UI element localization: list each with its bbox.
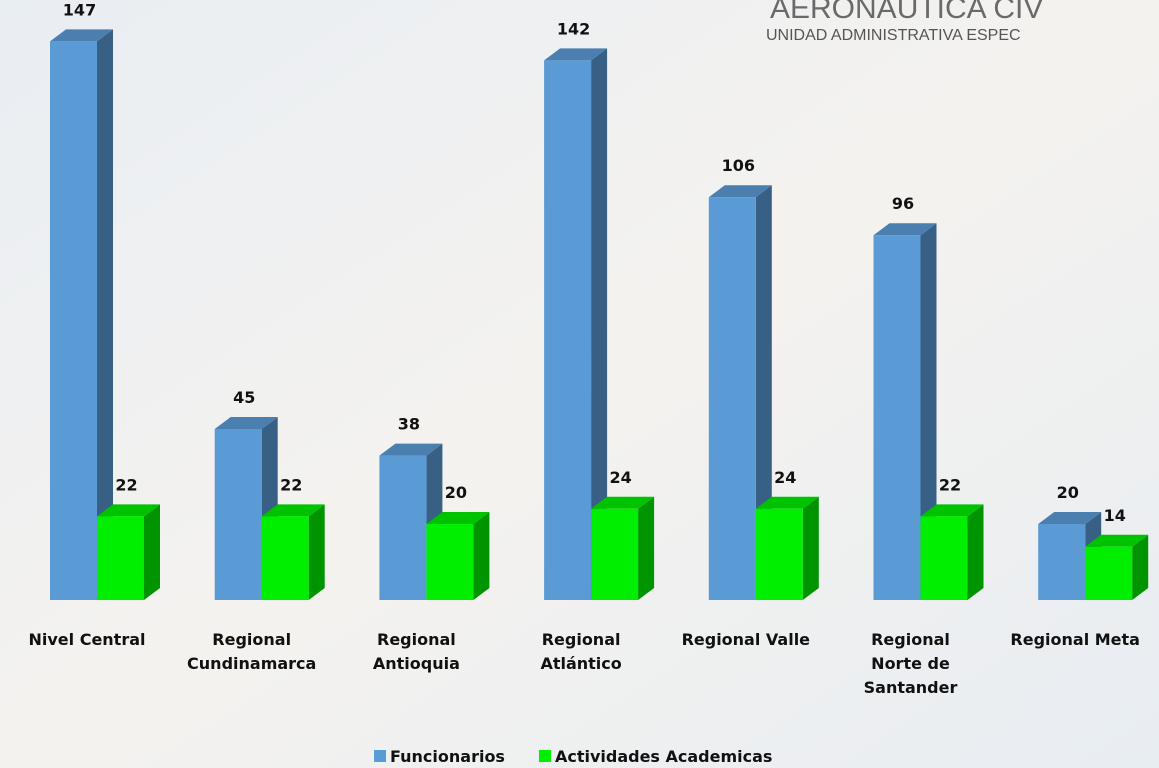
bar [261,504,325,600]
data-label: 147 [63,0,96,19]
bar-face [97,504,160,517]
bar [50,29,113,600]
bar [97,504,160,600]
bar-face [920,223,937,600]
data-label: 24 [609,468,631,487]
legend-label: Funcionarios [390,747,505,766]
x-tick-label: Regional Valle [682,630,811,649]
bar-face [591,508,639,600]
bar-face [755,508,803,600]
bar-face [50,29,113,42]
bar-face [1132,534,1149,600]
bar-face [379,443,443,456]
bar [426,512,490,600]
data-label: 14 [1104,506,1126,525]
bar-face [755,496,819,509]
x-tick-label: Regional [212,630,291,649]
bar-face [544,48,608,61]
bar-face [426,512,490,524]
logo-subtitle: UNIDAD ADMINISTRATIVA ESPEC [766,27,1021,44]
bar-face [591,48,608,600]
data-label: 106 [722,156,755,175]
data-label: 20 [1057,483,1079,502]
bar [591,496,655,600]
bar-face [920,516,968,600]
data-label: 142 [557,19,590,38]
data-label: 22 [939,475,961,494]
x-tick-label: Nivel Central [28,630,145,649]
bar-face [261,504,325,517]
data-label: 22 [280,475,302,494]
bar-face [473,512,490,600]
bar [920,504,984,600]
legend-label: Actividades Academicas [555,747,773,766]
bar-face [638,496,655,600]
bar-face [873,235,921,600]
bar-face [97,29,113,600]
x-tick-label: Santander [864,678,958,697]
bar-face [1085,534,1149,547]
x-tick-label: Antioquia [373,654,460,673]
bar-face [755,185,772,600]
bar-face [308,504,325,600]
bar-face [144,504,160,600]
bar [708,185,772,600]
x-tick-label: Cundinamarca [187,654,316,673]
logo-title: AERONAUTICA CIV [770,0,1043,25]
x-tick-label: Norte de [871,654,950,673]
x-tick-label: Atlántico [540,654,621,673]
bar [873,223,937,600]
bar-face [261,516,309,600]
x-tick-label: Regional [377,630,456,649]
bar-face [1038,512,1102,524]
bar-face [708,197,756,600]
bar-face [379,455,427,600]
x-tick-label: Regional [871,630,950,649]
bar-face [97,516,144,600]
bar-face [591,496,655,509]
data-label: 22 [115,475,137,494]
data-label: 96 [892,194,914,213]
bar-face [802,496,819,600]
bar-face [920,504,984,517]
bar-face [873,223,937,236]
bar [755,496,819,600]
x-tick-label: Regional Meta [1010,630,1140,649]
bar-face [967,504,984,600]
bar-face [214,429,262,600]
bar-face [214,417,278,429]
legend-swatch [538,750,551,762]
data-label: 20 [445,483,467,502]
bar-face [1085,546,1133,600]
bar-face [544,60,592,600]
bar-face [426,524,474,600]
legend-swatch [374,750,386,762]
bar-face [50,41,97,600]
bar-face [708,185,772,198]
bar-face [1038,524,1086,600]
x-tick-label: Regional [542,630,621,649]
data-label: 24 [774,468,796,487]
data-label: 38 [398,415,420,434]
data-label: 45 [233,388,255,407]
bar [1085,534,1149,600]
bar [544,48,608,600]
